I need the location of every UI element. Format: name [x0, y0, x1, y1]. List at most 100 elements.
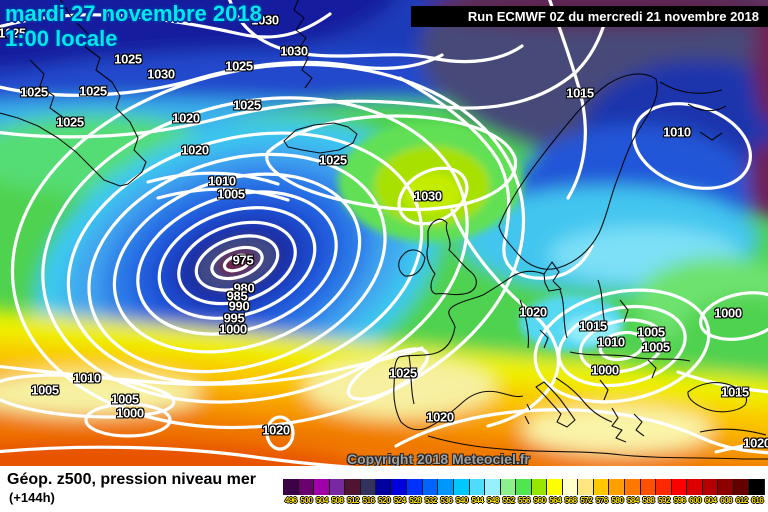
- colorbar-value: 532: [424, 496, 437, 505]
- isobar-label: 1020: [426, 409, 454, 425]
- colorbar-value: 540: [455, 496, 468, 505]
- valid-datetime: mardi 27 novembre 2018 1:00 locale: [5, 1, 262, 51]
- colorbar-cell: [360, 479, 377, 495]
- colorbar-cell: [687, 479, 703, 495]
- isobar-label: 995: [223, 310, 245, 326]
- colorbar-cell: [407, 479, 423, 495]
- isobar-label: 1030: [147, 66, 175, 82]
- coastlines: [0, 0, 768, 460]
- colorbar-cell: [547, 479, 563, 495]
- colorbar-value: 576: [595, 496, 608, 505]
- colorbar-value: 520: [378, 496, 391, 505]
- colorbar: [283, 479, 765, 495]
- isobar-label: 1020: [181, 142, 209, 158]
- colorbar-value: 504: [315, 496, 328, 505]
- colorbar-cell: [656, 479, 672, 495]
- colorbar-cell: [702, 479, 719, 495]
- colorbar-cell: [609, 479, 626, 495]
- colorbar-cell: [500, 479, 517, 495]
- isobar-label: 1005: [642, 339, 670, 355]
- colorbar-cell: [454, 479, 470, 495]
- colorbar-cell: [625, 479, 641, 495]
- colorbar-cell: [671, 479, 688, 495]
- colorbar-cell: [283, 479, 299, 495]
- colorbar-value: 544: [471, 496, 484, 505]
- isobar-label: 1005: [637, 324, 665, 340]
- colorbar-value: 596: [673, 496, 686, 505]
- valid-date-line: mardi 27 novembre 2018: [5, 1, 262, 26]
- weather-map: 1025 1030 1030 1025 1025 1025 1025 1030 1025 1025…: [0, 0, 768, 466]
- colorbar-value: 548: [487, 496, 499, 505]
- isobar-label: 1025: [0, 25, 26, 41]
- isobar-label: 1010: [73, 370, 101, 386]
- colorbar-cell: [562, 479, 579, 495]
- isobar-label: 1005: [217, 186, 245, 202]
- legend-title: Géop. z500, pression niveau mer: [7, 471, 256, 488]
- colorbar-value: 536: [440, 496, 453, 505]
- isobar-label: 1000: [591, 362, 619, 378]
- isobar-label: 1020: [743, 435, 768, 451]
- colorbar-cell: [345, 479, 361, 495]
- isobar-label: 1020: [519, 304, 547, 320]
- isobar-labels-layer: 1025 1030 1030 1025 1025 1025 1025 1030 1025 1025…: [0, 12, 768, 451]
- isobar-label: 1025: [114, 51, 142, 67]
- isobar-label: 1025: [56, 114, 84, 130]
- isobar-lines: [0, 0, 768, 466]
- colorbar-value: 568: [564, 496, 577, 505]
- colorbar-cell: [376, 479, 392, 495]
- isobar-label: 1015: [721, 384, 749, 400]
- isobar-label: 1025: [20, 84, 48, 100]
- isobar-label: 975: [232, 252, 254, 268]
- isobar-label: 1020: [172, 110, 200, 126]
- isobar-label: 1005: [31, 382, 59, 398]
- isobar-label: 980: [233, 280, 255, 296]
- colorbar-value: 564: [549, 496, 562, 505]
- colorbar-cell: [391, 479, 408, 495]
- isobar-label: 1025: [225, 58, 253, 74]
- isobar-label: 1025: [233, 97, 261, 113]
- isobar-label: 1025: [389, 365, 417, 381]
- colorbar-value: 580: [611, 496, 624, 505]
- valid-time-line: 1:00 locale: [5, 26, 118, 51]
- colorbar-cell: [733, 479, 750, 495]
- colorbar-value: 608: [720, 496, 733, 505]
- colorbar-value: 560: [533, 496, 546, 505]
- copyright-text: Copyright 2018 Meteociel.fr: [347, 451, 530, 466]
- colorbar-value: 508: [331, 496, 344, 505]
- colorbar-value: 600: [689, 496, 702, 505]
- isobar-label: 1025: [319, 152, 347, 168]
- colorbar-value: 592: [658, 496, 670, 505]
- isobar-label: 1000: [219, 321, 247, 337]
- colorbar-value: 528: [409, 496, 422, 505]
- isobar-label: 990: [228, 298, 250, 314]
- isobar-label: 1030: [251, 12, 279, 28]
- colorbar-cell: [298, 479, 315, 495]
- colorbar-value: 588: [642, 496, 655, 505]
- isobar-label: 1030: [280, 43, 308, 59]
- isobar-label: 1025: [79, 83, 107, 99]
- colorbar-cell: [578, 479, 594, 495]
- colorbar-value: 496: [284, 496, 297, 505]
- colorbar-value: 556: [518, 496, 530, 505]
- colorbar-value: 516: [362, 496, 375, 505]
- isobar-label: 1000: [116, 405, 144, 421]
- isobar-label: 1000: [714, 305, 742, 321]
- legend-bar: Géop. z500, pression niveau mer (+144h) …: [0, 466, 768, 512]
- model-run-bar: Run ECMWF 0Z du mercredi 21 novembre 201…: [411, 6, 768, 27]
- isobar-label: 1010: [663, 124, 691, 140]
- colorbar-cell: [718, 479, 734, 495]
- colorbar-cell: [314, 479, 330, 495]
- colorbar-cell: [422, 479, 439, 495]
- colorbar-cell: [516, 479, 532, 495]
- isobar-label: 1030: [414, 188, 442, 204]
- colorbar-cell: [531, 479, 548, 495]
- colorbar-value: 512: [347, 496, 359, 505]
- colorbar-value: 572: [580, 496, 593, 505]
- isobar-label: 985: [226, 288, 248, 304]
- colorbar-value: 584: [626, 496, 639, 505]
- colorbar-value: 604: [704, 496, 717, 505]
- colorbar-cell: [469, 479, 486, 495]
- colorbar-cell: [640, 479, 657, 495]
- isobar-label: 1020: [262, 422, 290, 438]
